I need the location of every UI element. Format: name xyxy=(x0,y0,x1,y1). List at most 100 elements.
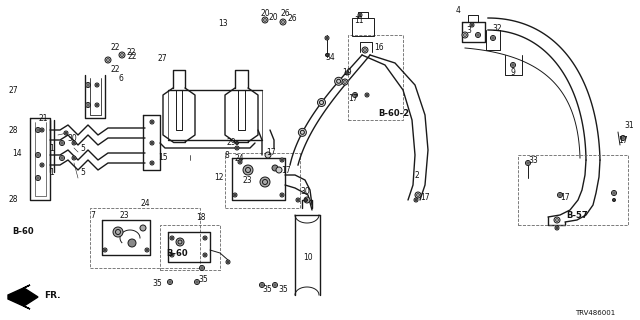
Circle shape xyxy=(226,260,230,264)
Text: 1: 1 xyxy=(50,167,54,177)
Text: 22: 22 xyxy=(126,47,136,57)
Circle shape xyxy=(235,146,239,150)
Text: 16: 16 xyxy=(374,43,383,52)
Circle shape xyxy=(72,141,76,145)
Circle shape xyxy=(150,120,154,124)
Text: 23: 23 xyxy=(119,211,129,220)
Circle shape xyxy=(35,175,40,180)
Text: 17: 17 xyxy=(560,194,570,203)
Text: 28: 28 xyxy=(8,196,18,204)
Circle shape xyxy=(280,193,284,197)
Text: 27: 27 xyxy=(157,53,166,62)
Circle shape xyxy=(40,163,44,167)
Text: 28: 28 xyxy=(8,125,18,134)
Circle shape xyxy=(262,17,268,23)
Text: 18: 18 xyxy=(196,213,205,222)
Text: 17: 17 xyxy=(348,93,358,102)
Circle shape xyxy=(150,161,154,165)
Text: 15: 15 xyxy=(158,153,168,162)
Text: 35: 35 xyxy=(198,276,208,284)
Text: 30: 30 xyxy=(67,133,77,142)
Text: B-57: B-57 xyxy=(566,212,588,220)
Circle shape xyxy=(490,36,495,41)
Text: 12: 12 xyxy=(214,172,223,181)
Text: 26: 26 xyxy=(287,13,296,22)
Circle shape xyxy=(414,198,418,202)
Text: 19: 19 xyxy=(342,68,351,76)
Text: 11: 11 xyxy=(354,15,364,25)
Circle shape xyxy=(358,13,362,17)
Circle shape xyxy=(476,33,481,37)
Circle shape xyxy=(317,99,326,107)
Circle shape xyxy=(170,253,174,257)
Text: 27: 27 xyxy=(8,85,18,94)
Circle shape xyxy=(168,279,173,284)
Text: 17: 17 xyxy=(281,165,291,174)
Circle shape xyxy=(554,217,560,223)
Circle shape xyxy=(236,141,239,145)
Circle shape xyxy=(176,238,184,246)
Text: 5: 5 xyxy=(80,143,85,153)
Circle shape xyxy=(195,279,200,284)
Polygon shape xyxy=(8,285,38,309)
Bar xyxy=(225,153,300,208)
Circle shape xyxy=(60,156,65,161)
Text: 7: 7 xyxy=(90,211,95,220)
Circle shape xyxy=(35,153,40,157)
Text: B-60: B-60 xyxy=(12,228,34,236)
Text: 24: 24 xyxy=(234,154,244,163)
Circle shape xyxy=(335,77,342,85)
Text: 17: 17 xyxy=(618,135,628,145)
Text: 22: 22 xyxy=(127,52,136,60)
Text: 1: 1 xyxy=(50,143,54,153)
Text: 24: 24 xyxy=(140,198,150,207)
Text: 23: 23 xyxy=(242,175,252,185)
Circle shape xyxy=(342,79,348,85)
Circle shape xyxy=(276,167,282,173)
Text: 13: 13 xyxy=(218,19,228,28)
Circle shape xyxy=(95,83,99,87)
Text: 17: 17 xyxy=(420,194,429,203)
Circle shape xyxy=(72,156,76,160)
Circle shape xyxy=(105,57,111,63)
Text: 22: 22 xyxy=(110,65,120,74)
Circle shape xyxy=(272,165,278,171)
Bar xyxy=(518,155,628,225)
Circle shape xyxy=(200,266,205,270)
Text: 30: 30 xyxy=(300,188,310,196)
Text: B-60: B-60 xyxy=(166,249,188,258)
Text: 20: 20 xyxy=(260,9,270,18)
Circle shape xyxy=(621,135,625,140)
Circle shape xyxy=(298,128,307,136)
Circle shape xyxy=(415,192,421,198)
Circle shape xyxy=(119,52,125,58)
Text: 34: 34 xyxy=(325,52,335,61)
Circle shape xyxy=(259,283,264,287)
Circle shape xyxy=(170,236,174,240)
Circle shape xyxy=(64,131,68,135)
Text: 14: 14 xyxy=(12,148,22,157)
Circle shape xyxy=(103,248,107,252)
Text: TRV486001: TRV486001 xyxy=(575,310,615,316)
Text: 22: 22 xyxy=(110,43,120,52)
Circle shape xyxy=(86,83,90,87)
Text: 35: 35 xyxy=(152,278,162,287)
Circle shape xyxy=(362,47,368,53)
Text: 20: 20 xyxy=(268,12,278,21)
Bar xyxy=(160,225,220,270)
Circle shape xyxy=(345,71,349,75)
Text: 29: 29 xyxy=(226,138,236,147)
Circle shape xyxy=(233,193,237,197)
Circle shape xyxy=(35,127,40,132)
Circle shape xyxy=(462,32,468,38)
Circle shape xyxy=(305,198,307,202)
Text: 6: 6 xyxy=(118,74,123,83)
Circle shape xyxy=(95,103,99,107)
Circle shape xyxy=(145,248,149,252)
Text: B-60-2: B-60-2 xyxy=(378,108,409,117)
Circle shape xyxy=(128,239,136,247)
Text: 5: 5 xyxy=(80,167,85,177)
Circle shape xyxy=(238,160,242,164)
Text: 31: 31 xyxy=(624,121,634,130)
Circle shape xyxy=(280,19,286,25)
